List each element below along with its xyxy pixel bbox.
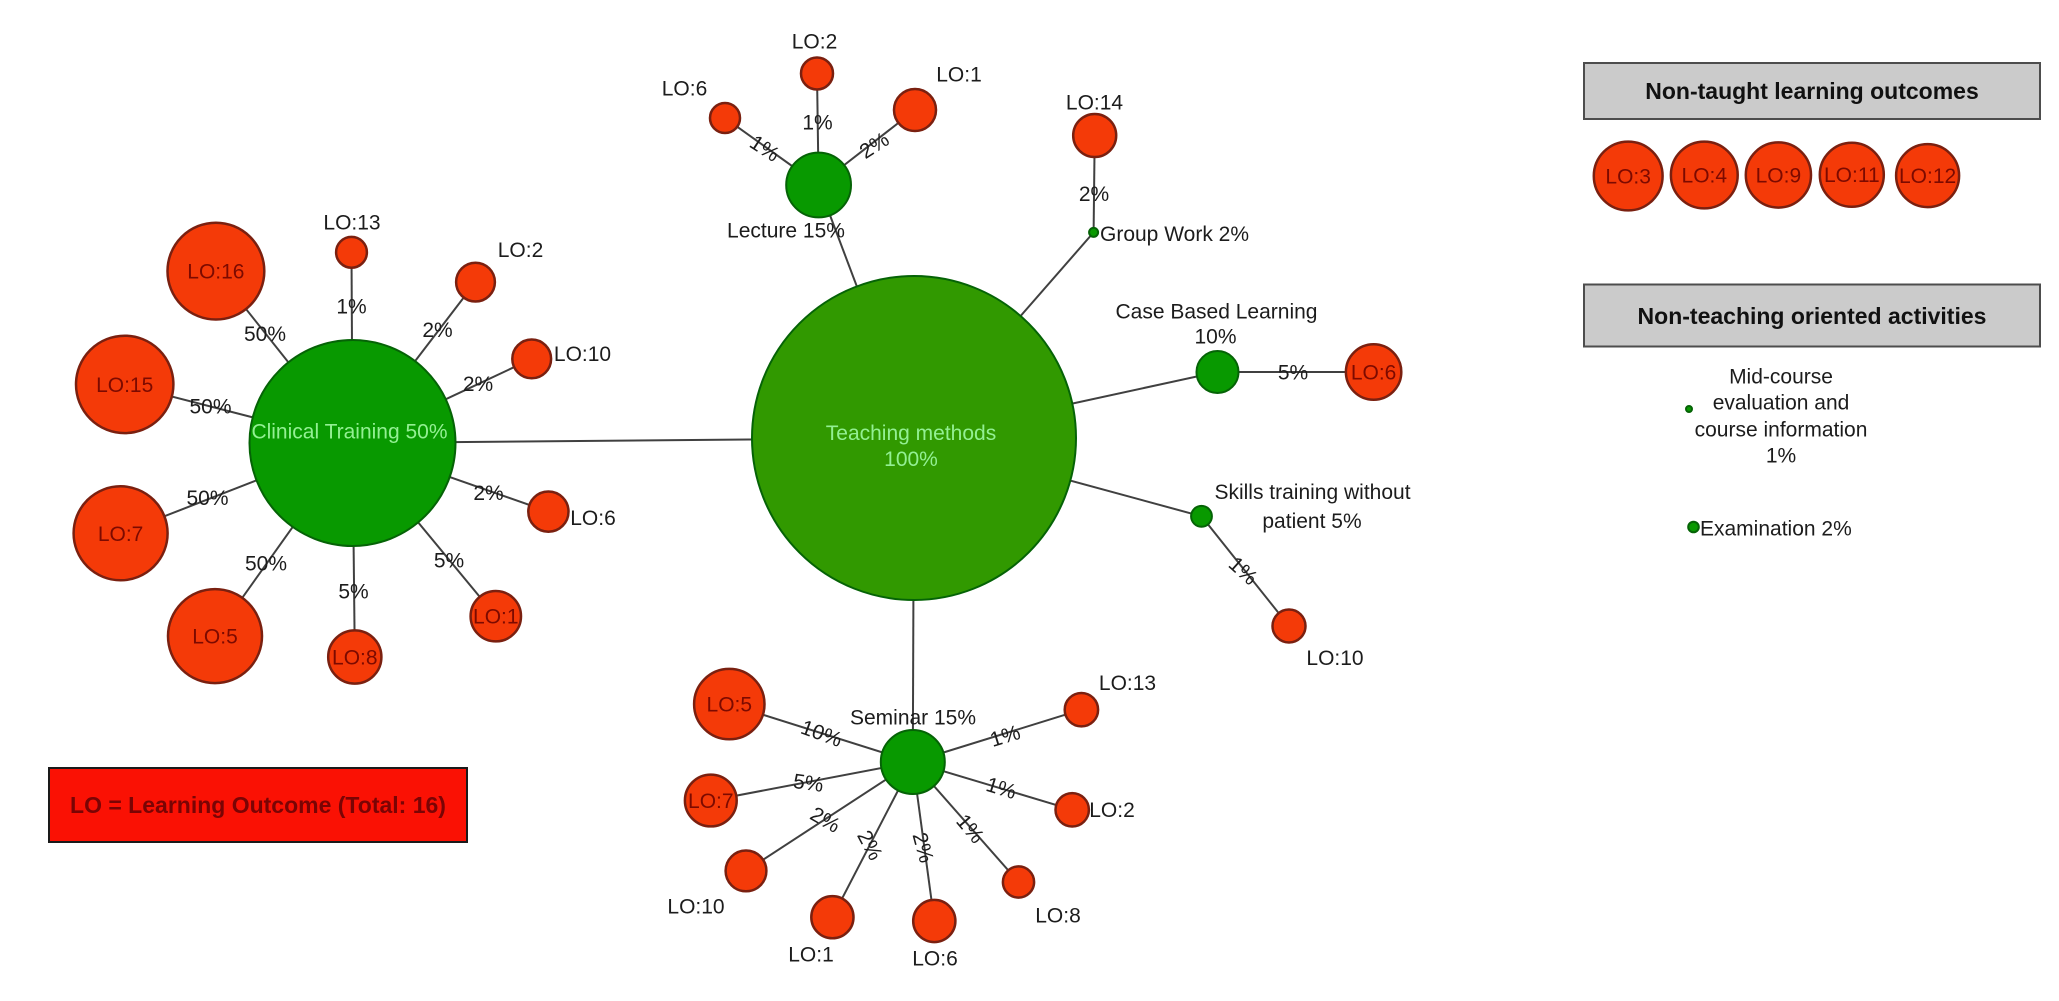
svg-text:LO:14: LO:14: [1066, 92, 1124, 115]
svg-text:2%: 2%: [473, 482, 503, 505]
svg-text:course information: course information: [1695, 419, 1868, 442]
svg-text:LO:4: LO:4: [1682, 165, 1728, 188]
svg-text:2%: 2%: [463, 373, 493, 396]
svg-text:LO:12: LO:12: [1899, 165, 1956, 188]
svg-text:100%: 100%: [884, 448, 938, 471]
svg-text:LO:6: LO:6: [570, 507, 616, 530]
svg-text:evaluation and: evaluation and: [1713, 392, 1850, 415]
svg-text:10%: 10%: [1194, 326, 1236, 349]
svg-text:LO:6: LO:6: [912, 948, 958, 971]
svg-text:LO:8: LO:8: [332, 647, 378, 670]
svg-text:Clinical Training 50%: Clinical Training 50%: [251, 421, 447, 444]
svg-text:5%: 5%: [1278, 362, 1308, 385]
svg-text:50%: 50%: [245, 553, 287, 576]
svg-text:50%: 50%: [244, 323, 286, 346]
svg-text:LO:13: LO:13: [1099, 672, 1156, 695]
svg-text:1%: 1%: [802, 112, 832, 135]
svg-text:LO:1: LO:1: [473, 606, 519, 629]
svg-text:LO:10: LO:10: [667, 896, 724, 919]
svg-text:50%: 50%: [186, 487, 228, 510]
svg-text:50%: 50%: [189, 396, 231, 419]
svg-text:LO:2: LO:2: [1089, 799, 1135, 822]
svg-text:1%: 1%: [1766, 445, 1796, 468]
svg-text:Lecture 15%: Lecture 15%: [727, 220, 845, 243]
svg-text:LO:15: LO:15: [96, 374, 153, 397]
svg-text:LO:9: LO:9: [1756, 165, 1802, 188]
svg-text:5%: 5%: [338, 581, 368, 604]
svg-text:LO:2: LO:2: [498, 239, 544, 262]
svg-text:Case Based Learning: Case Based Learning: [1116, 301, 1318, 324]
svg-text:LO:6: LO:6: [1351, 362, 1397, 385]
svg-text:LO:2: LO:2: [792, 31, 838, 54]
svg-text:Skills training without: Skills training without: [1214, 481, 1410, 504]
svg-text:LO:1: LO:1: [936, 64, 982, 87]
svg-text:Non-teaching oriented activiti: Non-teaching oriented activities: [1638, 303, 1987, 329]
svg-text:LO:7: LO:7: [688, 790, 734, 813]
svg-text:Non-taught learning outcomes: Non-taught learning outcomes: [1645, 78, 1979, 104]
svg-text:LO:11: LO:11: [1824, 164, 1880, 187]
svg-text:LO:5: LO:5: [707, 694, 753, 717]
svg-text:Examination 2%: Examination 2%: [1700, 518, 1852, 541]
svg-text:LO:13: LO:13: [323, 212, 380, 235]
svg-text:Group Work 2%: Group Work 2%: [1100, 223, 1249, 246]
svg-text:LO:16: LO:16: [187, 261, 244, 284]
svg-text:LO:8: LO:8: [1035, 905, 1081, 928]
svg-text:LO:1: LO:1: [788, 944, 834, 967]
svg-text:Mid-course: Mid-course: [1729, 366, 1833, 389]
svg-text:LO:10: LO:10: [554, 343, 611, 366]
svg-text:2%: 2%: [1079, 183, 1109, 206]
svg-text:1%: 1%: [336, 296, 366, 319]
svg-text:LO:7: LO:7: [98, 523, 144, 546]
svg-text:Teaching methods: Teaching methods: [826, 422, 996, 445]
svg-text:5%: 5%: [792, 770, 825, 797]
svg-text:LO:10: LO:10: [1306, 647, 1363, 670]
svg-text:patient 5%: patient 5%: [1262, 510, 1361, 533]
svg-text:5%: 5%: [434, 550, 464, 573]
svg-text:LO = Learning Outcome (Total:: LO = Learning Outcome (Total: 16): [70, 792, 446, 818]
svg-text:LO:5: LO:5: [192, 626, 238, 649]
svg-text:LO:6: LO:6: [662, 78, 708, 101]
svg-text:2%: 2%: [422, 319, 452, 342]
svg-text:Seminar 15%: Seminar 15%: [850, 707, 976, 730]
svg-text:LO:3: LO:3: [1605, 166, 1651, 189]
